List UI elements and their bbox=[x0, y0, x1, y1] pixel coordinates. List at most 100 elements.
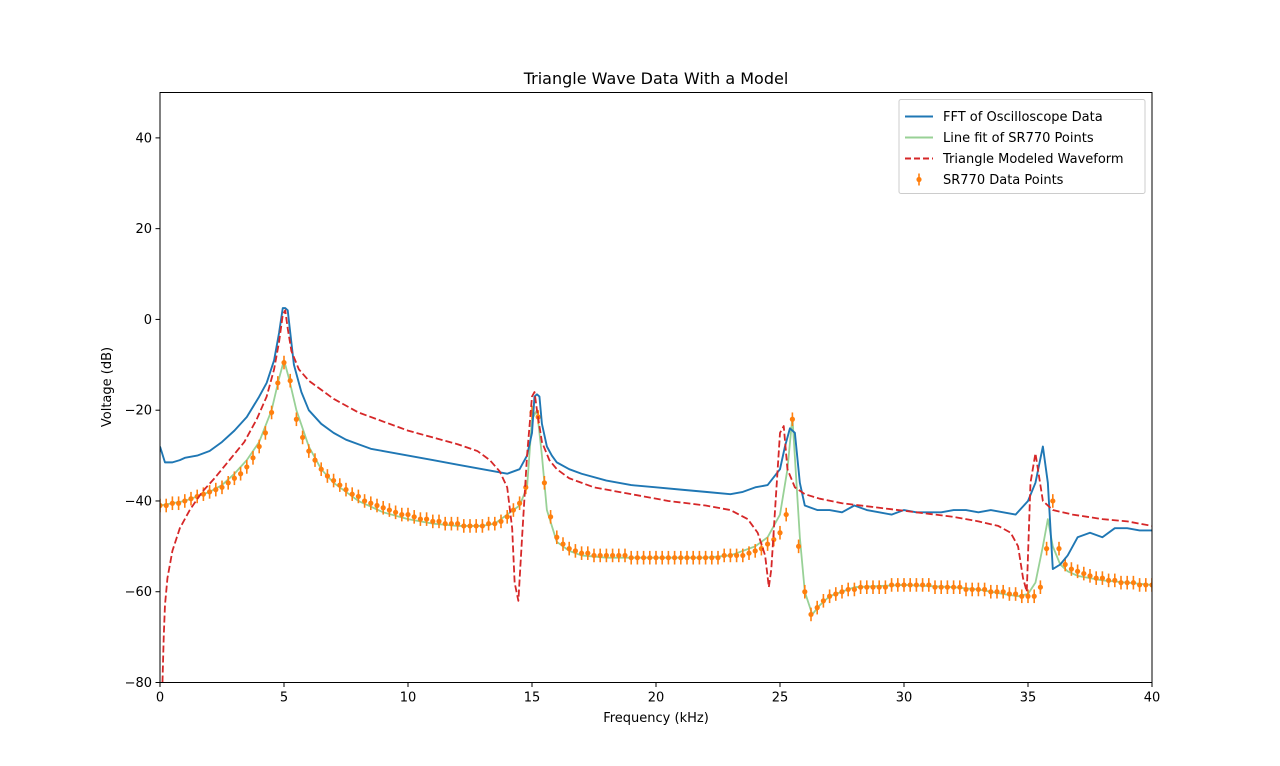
x-axis-label: Frequency (kHz) bbox=[603, 711, 709, 726]
axis-ticks: 0 5 10 15 20 25 30 35 40 −80 −60 −40 −20 0 20 40 bbox=[125, 131, 1161, 705]
x-tick-label: 20 bbox=[648, 691, 665, 706]
sr770-data-point bbox=[1062, 561, 1068, 568]
legend-label: FFT of Oscilloscope Data bbox=[943, 110, 1103, 125]
sr770-data-point bbox=[343, 487, 349, 493]
sr770-data-point bbox=[1075, 568, 1081, 574]
sr770-data-point bbox=[690, 555, 696, 561]
sr770-data-point bbox=[969, 586, 975, 593]
sr770-data-point bbox=[858, 584, 864, 590]
x-tick-label: 25 bbox=[772, 691, 789, 706]
sr770-data-point bbox=[510, 507, 516, 513]
sr770-data-point bbox=[405, 511, 411, 518]
sr770-data-point bbox=[231, 475, 237, 481]
sr770-data-point bbox=[1099, 575, 1105, 581]
sr770-data-point bbox=[473, 523, 479, 529]
sr770-data-point bbox=[225, 480, 231, 486]
sr770-data-point bbox=[176, 500, 182, 506]
fft-of-oscilloscope-data-line bbox=[160, 307, 1152, 570]
sr770-data-point bbox=[988, 589, 994, 595]
x-tick-label: 0 bbox=[156, 691, 164, 706]
sr770-data-point bbox=[318, 466, 324, 472]
legend-item-line-fit-of-sr770-points: Line fit of SR770 Points bbox=[905, 131, 1094, 146]
triangle-modeled-waveform-line bbox=[161, 309, 1152, 683]
sr770-data-point bbox=[603, 552, 610, 559]
sr770-data-point bbox=[517, 500, 523, 506]
x-tick-label: 40 bbox=[1144, 691, 1161, 706]
sr770-data-point bbox=[424, 516, 430, 522]
sr770-data-point bbox=[882, 584, 889, 590]
sr770-data-points-series bbox=[160, 355, 1152, 622]
sr770-data-point bbox=[244, 464, 250, 470]
sr770-data-point bbox=[548, 514, 554, 520]
sr770-data-point bbox=[696, 555, 703, 561]
sr770-data-point bbox=[808, 611, 814, 618]
sr770-data-point bbox=[727, 552, 734, 559]
sr770-data-point bbox=[188, 496, 194, 502]
sr770-data-point bbox=[1044, 546, 1050, 552]
sr770-data-point bbox=[399, 511, 405, 518]
sr770-data-point bbox=[622, 552, 628, 559]
y-tick-label: −40 bbox=[125, 494, 152, 509]
sr770-data-point bbox=[1093, 575, 1099, 581]
legend-item-fft-of-oscilloscope-data: FFT of Oscilloscope Data bbox=[905, 110, 1103, 125]
sr770-data-point bbox=[715, 555, 721, 561]
sr770-data-point bbox=[269, 409, 275, 416]
sr770-data-point bbox=[213, 487, 219, 493]
sr770-data-point bbox=[331, 477, 337, 484]
sr770-data-point bbox=[300, 434, 306, 441]
sr770-data-point bbox=[938, 584, 944, 590]
sr770-data-point bbox=[746, 550, 752, 556]
sr770-data-point bbox=[238, 471, 244, 477]
sr770-data-point bbox=[777, 530, 783, 536]
sr770-data-point bbox=[1037, 584, 1043, 590]
sr770-data-point bbox=[684, 555, 690, 561]
sr770-data-point bbox=[597, 552, 603, 559]
sr770-data-point bbox=[355, 493, 361, 500]
sr770-data-point bbox=[312, 457, 318, 463]
sr770-data-point bbox=[659, 555, 665, 561]
sr770-data-point bbox=[281, 359, 287, 366]
sr770-data-point bbox=[486, 521, 492, 527]
sr770-data-point bbox=[814, 605, 820, 611]
sr770-data-point bbox=[275, 380, 281, 386]
sr770-data-point bbox=[554, 534, 560, 540]
sr770-data-point bbox=[957, 584, 963, 590]
sr770-data-point bbox=[182, 498, 188, 504]
sr770-data-point bbox=[963, 586, 969, 593]
sr770-data-point bbox=[833, 591, 839, 597]
sr770-data-point bbox=[380, 505, 386, 511]
sr770-data-point bbox=[1013, 591, 1019, 597]
x-tick-label: 30 bbox=[896, 691, 913, 706]
sr770-data-point bbox=[1056, 546, 1062, 552]
sr770-data-point bbox=[839, 589, 845, 595]
sr770-data-point bbox=[324, 473, 330, 479]
legend-label: Triangle Modeled Waveform bbox=[942, 152, 1124, 167]
x-tick-label: 10 bbox=[400, 691, 417, 706]
sr770-data-point bbox=[393, 509, 399, 515]
legend-label: SR770 Data Points bbox=[943, 173, 1064, 188]
x-tick-label: 15 bbox=[524, 691, 541, 706]
sr770-data-point bbox=[951, 584, 957, 590]
sr770-data-point bbox=[765, 541, 771, 547]
y-tick-label: −60 bbox=[125, 585, 152, 600]
sr770-data-point bbox=[944, 584, 951, 590]
sr770-data-point bbox=[262, 430, 268, 436]
sr770-data-point bbox=[1019, 593, 1025, 599]
sr770-data-point bbox=[337, 482, 343, 488]
sr770-data-point bbox=[448, 521, 454, 527]
sr770-data-point bbox=[1149, 582, 1152, 588]
y-axis-label: Voltage (dB) bbox=[100, 347, 115, 427]
sr770-data-point bbox=[163, 502, 169, 509]
sr770-data-point bbox=[845, 586, 851, 593]
sr770-data-point bbox=[734, 552, 740, 559]
y-tick-label: 40 bbox=[135, 131, 152, 146]
chart-title: Triangle Wave Data With a Model bbox=[523, 69, 789, 88]
sr770-data-point bbox=[920, 582, 926, 588]
sr770-data-point bbox=[634, 555, 641, 561]
sr770-data-point bbox=[610, 552, 616, 559]
sr770-data-point bbox=[200, 491, 206, 497]
y-tick-label: −80 bbox=[125, 676, 152, 691]
sr770-data-point bbox=[498, 518, 504, 524]
legend-label: Line fit of SR770 Points bbox=[943, 131, 1094, 146]
